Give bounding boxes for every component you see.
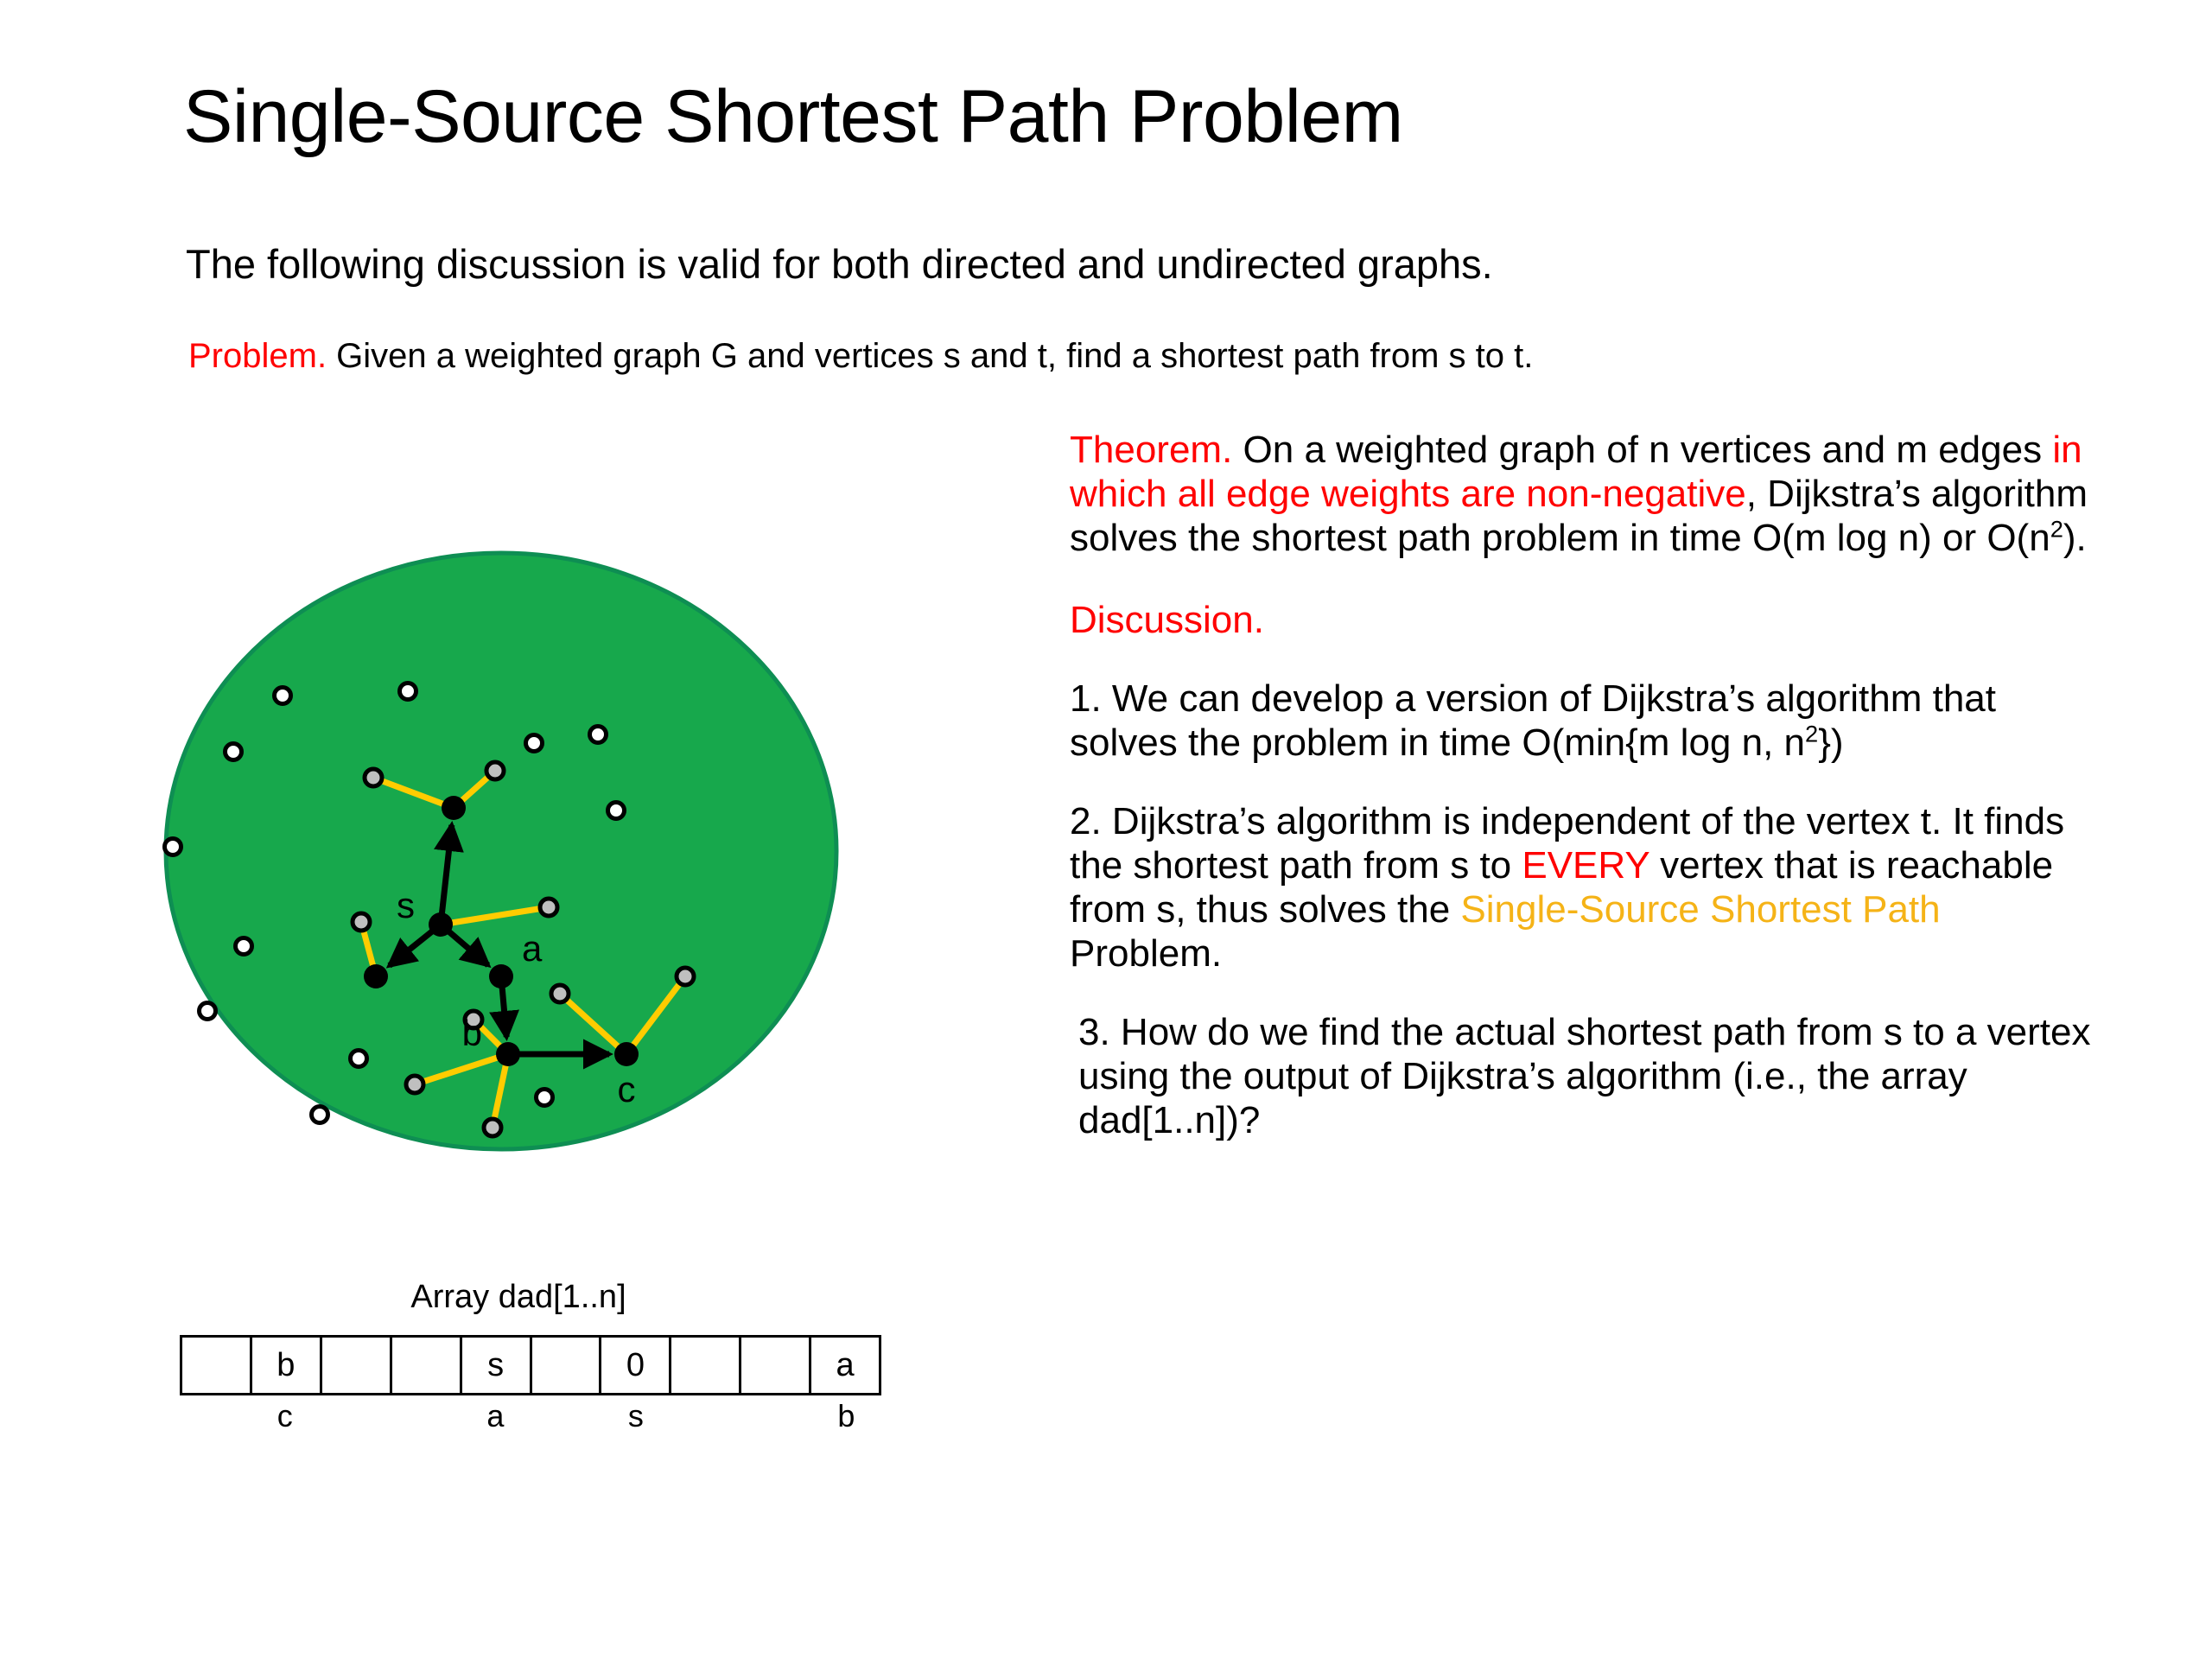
intro-text: The following discussion is valid for bo… — [186, 241, 1493, 287]
discussion-item-2: 2. Dijkstra’s algorithm is independent o… — [1070, 799, 2098, 976]
graph-svg: s a b c — [162, 550, 839, 1152]
array-cell — [532, 1338, 602, 1393]
unseen-vertex — [233, 936, 254, 957]
theorem-part3: ). — [2063, 517, 2087, 560]
page-title: Single-Source Shortest Path Problem — [183, 75, 1403, 158]
theorem-part2: , Dijkstra’s algorithm solves the shorte… — [1070, 473, 2088, 560]
unseen-vertex — [397, 681, 418, 702]
discussion-column: Theorem. On a weighted graph of n vertic… — [1070, 428, 2098, 1168]
array-index-label: s — [627, 1398, 644, 1433]
fringe-vertex — [481, 1116, 504, 1139]
item1-text: 1. We can develop a version of Dijkstra’… — [1070, 677, 1997, 765]
item1-exponent: 2 — [1805, 720, 1819, 747]
tree-vertex-layer — [364, 796, 639, 1066]
fringe-vertex — [362, 766, 385, 789]
unseen-vertex — [524, 733, 544, 753]
unseen-vertex — [348, 1048, 369, 1069]
array-index-label — [180, 1401, 250, 1432]
theorem-part1: On a weighted graph of n vertices and m … — [1232, 429, 2053, 471]
vertex-label-c: c — [618, 1069, 636, 1109]
array-index-label — [671, 1401, 741, 1432]
fringe-vertex — [674, 965, 696, 988]
tree-edge — [385, 928, 435, 969]
unseen-vertex — [223, 741, 244, 762]
fringe-edge — [489, 1051, 512, 1131]
item3-text: 3. How do we find the actual shortest pa… — [1078, 1011, 2091, 1142]
fringe-edge — [556, 990, 630, 1058]
tree-edge — [446, 929, 492, 969]
vertex-label-b: b — [462, 1013, 482, 1053]
theorem-exponent: 2 — [2050, 515, 2063, 543]
vertex-label-s: s — [397, 885, 415, 925]
fringe-vertex-layer — [350, 760, 696, 1139]
fringe-vertex — [484, 760, 506, 782]
discussion-heading: Discussion. — [1070, 598, 2098, 642]
tree-vertex-b — [496, 1042, 520, 1066]
unseen-vertex — [272, 685, 293, 706]
theorem-paragraph: Theorem. On a weighted graph of n vertic… — [1070, 428, 2098, 560]
unseen-vertex — [162, 836, 183, 857]
tree-edge — [489, 986, 519, 1041]
fringe-edge — [437, 904, 552, 928]
array-cell-row: b s 0 a — [180, 1335, 881, 1395]
array-index-label — [531, 1401, 601, 1432]
item2-part3: Problem. — [1070, 932, 1223, 976]
tree-vertex-left — [364, 964, 388, 988]
array-cell — [741, 1338, 812, 1393]
tree-vertex-c — [614, 1042, 639, 1066]
fringe-vertex — [537, 896, 560, 918]
item2-part1: 2. Dijkstra’s algorithm is independent o… — [1070, 800, 2065, 887]
item2-gold-phrase: Single-Source Shortest Path — [1460, 888, 1941, 931]
unseen-vertex — [534, 1087, 555, 1108]
tree-vertex-top — [442, 796, 466, 820]
item2-every: EVERY — [1522, 844, 1649, 887]
item1-tail: }) — [1818, 721, 1844, 765]
fringe-vertex — [404, 1073, 426, 1096]
problem-statement: Problem. Given a weighted graph G and ve… — [188, 337, 1533, 375]
array-cell: a — [836, 1347, 855, 1383]
item2-part2: vertex that is reachable from s, thus so… — [1070, 844, 2054, 931]
unseen-vertex — [197, 1001, 218, 1021]
array-cell — [322, 1338, 392, 1393]
discussion-label: Discussion. — [1070, 599, 1264, 642]
tree-vertex-a — [489, 964, 513, 988]
array-index-label: c — [276, 1398, 293, 1433]
fringe-edge — [411, 1051, 512, 1088]
fringe-edge — [623, 973, 689, 1058]
array-index-label: a — [486, 1398, 505, 1433]
vertex-label-a: a — [522, 928, 543, 969]
array-cell — [671, 1338, 742, 1393]
graph-illustration: s a b c — [156, 544, 855, 1166]
array-cell — [182, 1338, 252, 1393]
array-index-label — [320, 1401, 390, 1432]
array-index-label — [391, 1401, 461, 1432]
array-index-label: b — [837, 1398, 855, 1433]
array-cell: 0 — [601, 1338, 672, 1393]
discussion-item-3: 3. How do we find the actual shortest pa… — [1070, 1010, 2098, 1142]
array-caption: Array dad[1..n] — [410, 1279, 626, 1315]
theorem-label: Theorem. — [1070, 429, 1233, 471]
unseen-vertex — [588, 724, 608, 745]
tree-vertex-s — [429, 912, 453, 937]
fringe-vertex — [462, 1008, 485, 1031]
discussion-item-1: 1. We can develop a version of Dijkstra’… — [1070, 677, 2098, 765]
array-cell: s — [462, 1338, 532, 1393]
tree-edge-layer — [385, 821, 613, 1070]
unseen-vertex — [309, 1104, 330, 1125]
problem-label: Problem. — [188, 337, 327, 375]
tree-edge — [434, 821, 464, 915]
problem-body: Given a weighted graph G and vertices s … — [327, 337, 1534, 375]
theorem-highlight: in which all edge weights are non-negati… — [1070, 429, 2082, 516]
unseen-vertex — [606, 800, 626, 821]
unseen-vertex-layer — [162, 681, 626, 1125]
fringe-edge — [370, 774, 457, 811]
array-index-label — [741, 1401, 811, 1432]
fringe-vertex — [549, 982, 571, 1005]
fringe-vertex — [350, 911, 372, 933]
array-cell: b — [252, 1338, 322, 1393]
array-cell — [392, 1338, 462, 1393]
